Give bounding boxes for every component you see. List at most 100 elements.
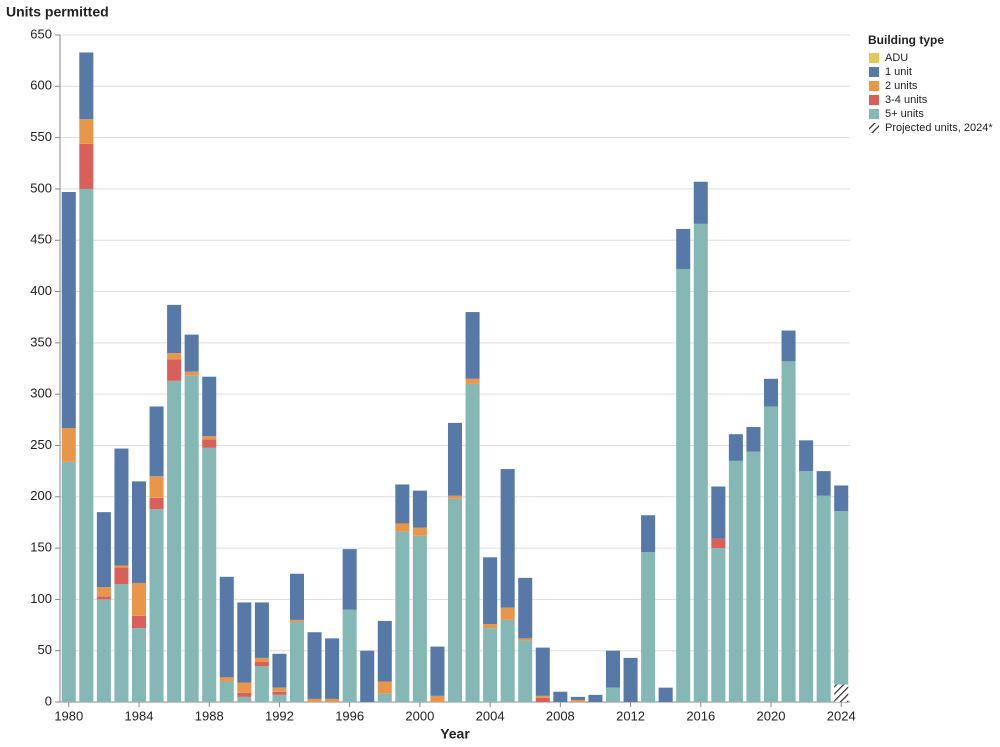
bar-segment bbox=[693, 181, 708, 224]
bar-segment bbox=[237, 602, 252, 683]
legend-swatch bbox=[869, 81, 879, 91]
legend-label: 2 units bbox=[885, 80, 918, 92]
bar-segment bbox=[763, 406, 779, 702]
legend-label: ADU bbox=[885, 52, 908, 64]
bar-segment bbox=[588, 694, 603, 702]
bar-segment bbox=[272, 694, 287, 702]
bar-segment bbox=[254, 666, 269, 702]
x-tick-label: 2020 bbox=[757, 708, 786, 723]
x-tick-label: 1996 bbox=[335, 708, 364, 723]
x-axis-title: Year bbox=[440, 726, 470, 742]
bar-segment bbox=[254, 602, 269, 658]
bar-segment bbox=[360, 650, 375, 702]
bar-segment bbox=[518, 640, 533, 702]
bar-segment bbox=[149, 509, 164, 702]
legend-label: 5+ units bbox=[885, 108, 924, 120]
bar-segment bbox=[289, 619, 305, 622]
bar-segment bbox=[711, 486, 726, 539]
bar-segment bbox=[219, 677, 234, 682]
bar-segment bbox=[395, 531, 410, 702]
x-tick-label: 1984 bbox=[125, 708, 154, 723]
bar-segment bbox=[553, 691, 568, 702]
bar-segment bbox=[799, 440, 814, 472]
bar-segment bbox=[79, 143, 94, 189]
y-tick-label: 100 bbox=[30, 591, 52, 606]
bar-segment bbox=[202, 376, 217, 437]
bar-segment bbox=[131, 628, 147, 702]
bar-segment bbox=[711, 538, 726, 549]
bar-segment bbox=[114, 583, 129, 702]
y-tick-label: 500 bbox=[30, 180, 52, 195]
bar-segment bbox=[412, 490, 427, 528]
bar-segment bbox=[131, 582, 147, 616]
bar-segment bbox=[202, 436, 217, 440]
bar-segment bbox=[781, 361, 796, 702]
bar-segment bbox=[605, 687, 621, 702]
bar-segment bbox=[412, 527, 427, 536]
bar-segment bbox=[570, 699, 585, 702]
bar-segment bbox=[272, 653, 287, 688]
legend-label: Projected units, 2024* bbox=[885, 122, 993, 134]
bar-segment bbox=[254, 661, 269, 667]
bar-segment bbox=[61, 428, 76, 462]
bar-segment bbox=[377, 620, 392, 682]
bar-segment bbox=[518, 638, 533, 641]
x-tick-label: 1992 bbox=[265, 708, 294, 723]
legend-swatch bbox=[869, 109, 879, 119]
bar-segment bbox=[289, 621, 305, 702]
bar-segment bbox=[184, 334, 199, 372]
x-tick-label: 2024 bbox=[827, 708, 856, 723]
bar-segment bbox=[395, 523, 410, 532]
bar-segment bbox=[96, 512, 111, 588]
bar-segment bbox=[483, 624, 498, 629]
bar-segment bbox=[377, 681, 392, 694]
bar-segment bbox=[500, 619, 515, 702]
bar-segment bbox=[149, 497, 164, 510]
bar-segment bbox=[237, 682, 252, 693]
bar-segment bbox=[641, 552, 656, 702]
bar-segment bbox=[518, 577, 533, 639]
bar-segment bbox=[237, 696, 252, 702]
bar-segment bbox=[254, 657, 269, 662]
bar-segment bbox=[289, 573, 305, 620]
bar-segment bbox=[746, 451, 761, 702]
y-tick-label: 250 bbox=[30, 437, 52, 452]
bar-segment bbox=[167, 359, 182, 381]
bar-segment bbox=[676, 228, 691, 269]
bar-segment bbox=[61, 192, 76, 429]
legend-swatch bbox=[869, 123, 879, 133]
legend-title: Building type bbox=[868, 33, 944, 47]
bar-segment bbox=[483, 628, 498, 702]
bar-segment bbox=[307, 698, 322, 702]
y-tick-label: 650 bbox=[30, 26, 52, 41]
bar-segment bbox=[79, 119, 94, 144]
bar-segment bbox=[202, 447, 217, 702]
bar-segment bbox=[114, 448, 129, 566]
bar-segment bbox=[149, 476, 164, 498]
y-tick-label: 350 bbox=[30, 334, 52, 349]
x-tick-label: 2012 bbox=[616, 708, 645, 723]
bar-segment bbox=[641, 515, 656, 553]
bar-segment bbox=[693, 223, 708, 702]
bar-segment bbox=[465, 312, 480, 379]
legend-label: 3-4 units bbox=[885, 94, 928, 106]
bar-segment bbox=[535, 697, 550, 702]
bar-segment bbox=[325, 638, 340, 699]
y-tick-label: 450 bbox=[30, 232, 52, 247]
bar-segment bbox=[763, 378, 779, 407]
bar-segment bbox=[395, 484, 410, 524]
bar-segment bbox=[61, 461, 76, 702]
bar-segment bbox=[816, 495, 831, 702]
y-tick-label: 600 bbox=[30, 78, 52, 93]
bar-segment bbox=[834, 511, 849, 685]
y-tick-label: 550 bbox=[30, 129, 52, 144]
bar-segment bbox=[114, 567, 129, 584]
legend-label: 1 unit bbox=[885, 66, 912, 78]
y-tick-label: 0 bbox=[45, 693, 52, 708]
bar-segment bbox=[184, 375, 199, 702]
bar-segment bbox=[307, 632, 322, 699]
x-tick-label: 2000 bbox=[405, 708, 434, 723]
bar-segment bbox=[96, 587, 111, 597]
bar-segment bbox=[96, 596, 111, 600]
